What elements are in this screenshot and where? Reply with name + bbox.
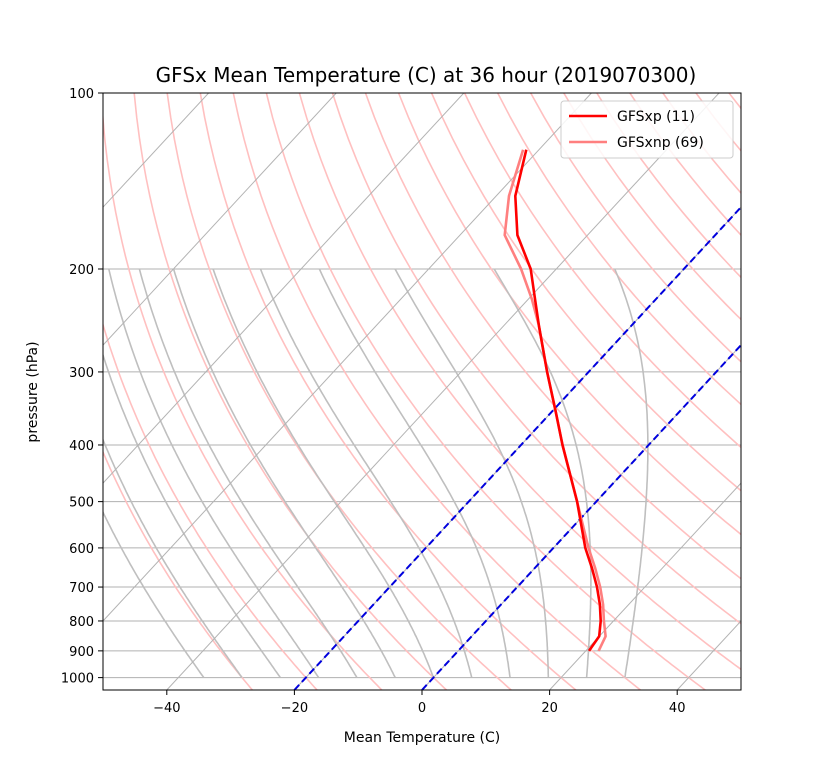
dry-adiabat	[430, 93, 741, 492]
moist-adiabat	[103, 352, 281, 679]
dry-adiabat	[795, 93, 823, 690]
moist-adiabats	[103, 268, 649, 679]
plot-area	[103, 93, 823, 690]
moist-adiabat	[318, 268, 511, 678]
isotherm-line	[103, 93, 592, 622]
x-tick-label: 40	[669, 701, 686, 716]
dry-adiabat	[265, 93, 706, 690]
y-tick-label: 800	[69, 615, 94, 630]
y-tick-label: 100	[69, 87, 94, 102]
isotherm-line	[166, 93, 720, 690]
dry-adiabat	[662, 93, 741, 195]
dashed-isotherms	[293, 205, 741, 690]
y-axis-label: pressure (hPa)	[25, 341, 41, 442]
dry-adiabat	[463, 93, 741, 449]
series-line-gfsxp	[514, 149, 602, 652]
dry-adiabat	[728, 93, 741, 110]
moist-adiabat	[103, 437, 243, 679]
chart-title: GFSx Mean Temperature (C) at 36 hour (20…	[156, 63, 697, 87]
moist-adiabat	[493, 268, 592, 678]
dry-adiabat	[103, 450, 254, 690]
moist-adiabat	[108, 268, 320, 679]
isotherm-line	[549, 482, 741, 690]
dry-adiabats	[103, 93, 823, 690]
dry-adiabat	[530, 93, 741, 363]
x-axis: −40 −20 0 20 40	[153, 690, 685, 716]
dry-adiabat	[695, 93, 741, 153]
dry-adiabat	[298, 93, 741, 671]
x-axis-label: Mean Temperature (C)	[344, 730, 500, 746]
dry-adiabat	[103, 108, 383, 690]
y-tick-label: 900	[69, 645, 94, 660]
y-tick-label: 400	[69, 439, 94, 454]
moist-adiabat	[103, 510, 205, 679]
legend-label-gfsxp: GFSxp (11)	[617, 109, 695, 125]
legend: GFSxp (11) GFSxnp (69)	[560, 100, 734, 159]
legend-label-gfsxnp: GFSxnp (69)	[617, 135, 704, 151]
moist-adiabat	[138, 268, 358, 678]
y-tick-label: 500	[69, 496, 94, 511]
y-tick-label: 1000	[61, 672, 94, 687]
dry-adiabat	[133, 93, 448, 690]
dry-adiabat	[397, 93, 741, 536]
moist-adiabat	[394, 268, 550, 678]
moist-adiabat	[259, 268, 473, 678]
isotherm-line	[103, 93, 337, 346]
y-tick-label: 200	[69, 263, 94, 278]
isotherm-line	[805, 93, 823, 690]
dashed-isotherm--20	[293, 205, 741, 690]
moist-adiabat	[614, 268, 649, 678]
y-tick-label: 300	[69, 366, 94, 381]
x-tick-label: −20	[281, 701, 308, 716]
dry-adiabat	[166, 93, 512, 690]
x-tick-label: 20	[541, 701, 558, 716]
isotherm-line	[103, 93, 465, 484]
dry-adiabat	[103, 322, 318, 690]
isotherms	[103, 93, 823, 690]
dashed-isotherm-0	[421, 343, 741, 690]
moist-adiabat	[172, 268, 396, 678]
isotherm-line	[103, 93, 209, 208]
series-layer	[503, 149, 607, 652]
dry-adiabat	[762, 93, 823, 690]
x-tick-label: −40	[153, 701, 180, 716]
y-axis: 100 200 300 400 500 600 700 800 900 1000	[61, 87, 103, 687]
dry-adiabat	[232, 93, 641, 690]
dry-adiabat	[199, 93, 577, 690]
moist-adiabat	[212, 268, 435, 678]
x-tick-label: 0	[418, 701, 426, 716]
dry-adiabat	[331, 93, 741, 625]
y-tick-label: 600	[69, 542, 94, 557]
y-tick-label: 700	[69, 581, 94, 596]
dry-adiabat	[496, 93, 741, 406]
